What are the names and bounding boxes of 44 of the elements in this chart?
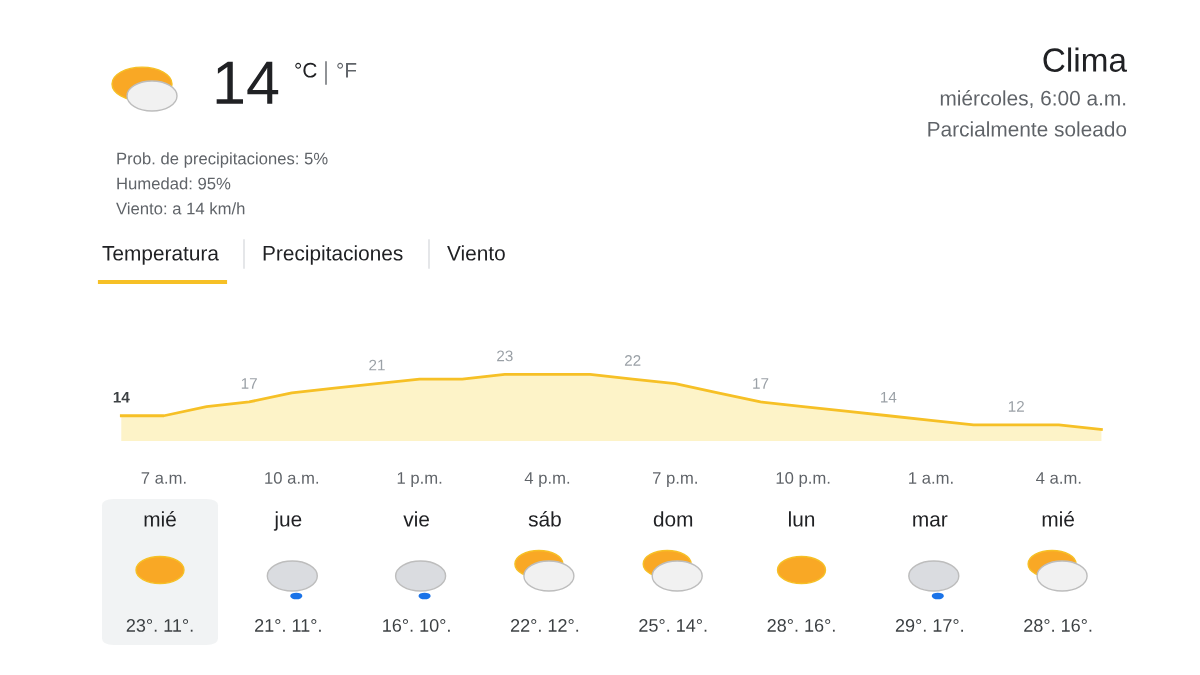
text: 16°. 10°.	[383, 619, 450, 632]
text: 29°. 17°.	[895, 619, 963, 632]
x-tick-label: 7 a.m.	[141, 472, 186, 484]
x-tick-label: 10 a.m.	[265, 472, 319, 484]
text: mar	[913, 515, 948, 527]
text: mié	[144, 511, 176, 527]
text: lun	[789, 511, 815, 527]
data-label: 14	[881, 391, 897, 403]
x-tick-label: 10 p.m.	[776, 472, 830, 488]
text: 25°. 14°.	[639, 619, 707, 632]
text: 14	[216, 61, 279, 104]
chart-title: Clima	[1043, 47, 1127, 72]
text: jue	[273, 511, 302, 531]
text: °F	[337, 62, 357, 78]
text: 28°. 16°.	[767, 619, 835, 632]
text: Precipitaciones	[263, 245, 403, 265]
text: dom	[653, 511, 693, 527]
text: mié	[1042, 511, 1074, 527]
text: Viento	[447, 245, 505, 261]
text: Prob. de precipitaciones: 5%	[117, 152, 328, 168]
data-label: 22	[624, 355, 641, 366]
x-tick-label: 4 p.m.	[524, 472, 570, 488]
text: 28°. 16°.	[1024, 619, 1092, 632]
x-tick-label: 4 a.m.	[1036, 472, 1081, 484]
data-label: 23	[497, 350, 513, 362]
data-label: 14	[113, 391, 130, 403]
x-tick-label: 1 p.m.	[397, 472, 442, 488]
text: °C	[295, 62, 317, 78]
data-label: 12	[1008, 400, 1024, 412]
text: vie	[403, 511, 429, 527]
text: Viento: a 14 km/h	[116, 202, 245, 215]
x-tick-label: 1 a.m.	[909, 472, 953, 484]
data-label: 17	[753, 378, 769, 389]
text: miércoles, 6:00 a.m.	[940, 90, 1126, 109]
x-tick-label: 7 p.m.	[652, 472, 697, 488]
text: 23°. 11°.	[126, 619, 193, 632]
text: Temperatura	[102, 246, 219, 265]
data-label: 17	[241, 378, 257, 389]
text: sáb	[528, 511, 561, 527]
text: 21°. 11°.	[255, 619, 321, 632]
text: Humedad: 95%	[117, 177, 231, 190]
data-label: 21	[369, 359, 385, 371]
text: 22°. 12°.	[510, 619, 579, 632]
text: Parcialmente soleado	[928, 121, 1127, 137]
